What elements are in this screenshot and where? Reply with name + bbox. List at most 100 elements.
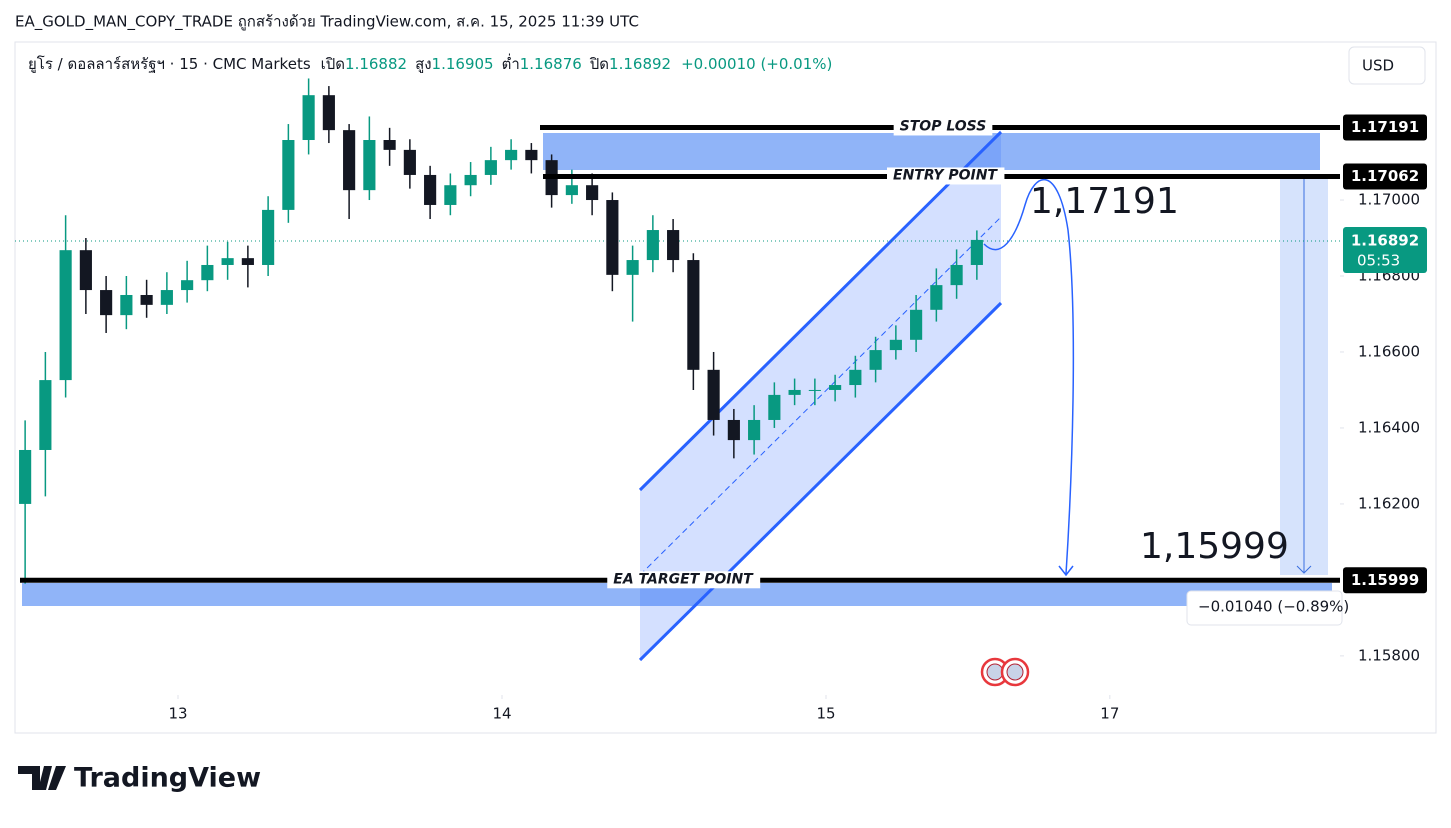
candle-body [262, 209, 275, 265]
ohlc-legend: ยูโร / ดอลลาร์สหรัฐฯ · 15 · CMC Markets เ… [28, 53, 832, 73]
candle-body [727, 419, 740, 441]
level-name-bg [607, 571, 761, 589]
currency-label[interactable]: USD [1362, 57, 1394, 75]
candle-body [910, 309, 923, 340]
candle-body [525, 149, 538, 161]
candle-body [788, 389, 801, 395]
close-label: ปิด [589, 55, 609, 73]
candle-body [424, 174, 437, 205]
candle-body [626, 260, 639, 275]
x-tick-label: 14 [492, 705, 511, 723]
change-value: +0.00010 (+0.01%) [681, 55, 832, 73]
candle-body [120, 294, 133, 316]
forecast-arrow [983, 179, 1075, 575]
low-value: 1.16876 [520, 55, 582, 73]
event-flag [1006, 663, 1024, 681]
stop-zone [543, 133, 1320, 170]
candle-body [829, 385, 842, 390]
level-tag [1343, 567, 1427, 594]
level-tag-label: 1.17191 [1351, 118, 1419, 136]
candle-body [363, 140, 376, 191]
forecast-arrowhead [1058, 565, 1074, 577]
countdown-label: 05:53 [1357, 252, 1400, 270]
candle-body [444, 185, 457, 205]
channel-fill [640, 130, 1001, 660]
candle-body [970, 239, 983, 265]
current-price-label: 1.16892 [1351, 232, 1419, 250]
symbol: ยูโร / ดอลลาร์สหรัฐฯ · 15 · CMC Markets [28, 55, 311, 73]
level-name: EA TARGET POINT [613, 571, 754, 587]
currency-button[interactable] [1348, 46, 1426, 85]
level-name-bg [887, 167, 1005, 185]
candle-body [403, 149, 416, 175]
candle-body [606, 200, 619, 275]
candle-body [707, 369, 720, 420]
candle-body [322, 95, 335, 131]
candle-body [849, 369, 862, 386]
level-name: ENTRY POINT [893, 167, 998, 183]
y-tick-label: 1.17000 [1358, 191, 1420, 209]
candle-body [950, 264, 963, 286]
candle-body [79, 250, 92, 291]
candle-body [586, 185, 599, 201]
candle-body [808, 389, 821, 391]
candle-body [140, 294, 153, 305]
candle-body [646, 230, 659, 261]
candle-body [748, 419, 761, 441]
measure-box [1186, 590, 1343, 626]
candle-body [505, 149, 518, 161]
candle-body [282, 140, 295, 210]
y-tick-label: 1.16400 [1358, 418, 1420, 436]
high-label: สูง [415, 55, 431, 73]
level-tag [1343, 114, 1427, 141]
measure-arrowhead [1296, 565, 1312, 574]
candle-body [687, 260, 700, 370]
candle-body [241, 258, 254, 265]
candle-body [768, 394, 781, 420]
candle-body [201, 264, 214, 281]
open-value: 1.16882 [345, 55, 407, 73]
target-zone [22, 583, 1332, 606]
close-value: 1.16892 [609, 55, 671, 73]
x-tick-label: 15 [816, 705, 835, 723]
channel-lower [638, 301, 1003, 662]
y-tick-label: 1.16200 [1358, 494, 1420, 512]
candle-body [221, 258, 234, 265]
candle-body [869, 350, 882, 370]
level-name: STOP LOSS [900, 118, 987, 134]
high-value: 1.16905 [432, 55, 494, 73]
candle-body [343, 130, 356, 191]
candle-body [302, 95, 315, 141]
low-label: ต่ำ [502, 53, 520, 73]
candle-body [889, 339, 902, 351]
current-price-tag [1343, 227, 1427, 274]
channel-mid [639, 216, 1002, 576]
open-label: เปิด [321, 55, 345, 73]
candle-body [565, 185, 578, 196]
annotation: 1,15999 [1140, 526, 1289, 567]
candle-body [667, 230, 680, 261]
level-name-bg [893, 118, 993, 136]
y-tick-label: 1.15800 [1358, 646, 1420, 664]
measure-label: −0.01040 (−0.89%) [1198, 598, 1349, 616]
annotation: 1,17191 [1030, 181, 1179, 222]
level-tag-label: 1.17062 [1351, 167, 1419, 185]
brand-logo [18, 766, 66, 790]
candle-body [484, 160, 497, 175]
channel-upper [638, 130, 1003, 492]
candle-body [39, 380, 52, 450]
candle-body [464, 174, 477, 186]
candle-body [930, 285, 943, 310]
candle-body [59, 250, 72, 381]
level-tag-label: 1.15999 [1351, 571, 1419, 589]
candle-body [19, 449, 32, 504]
x-tick-label: 13 [168, 705, 187, 723]
candle-body [181, 280, 194, 291]
y-tick-label: 1.16600 [1358, 342, 1420, 360]
brand-name: TradingView [74, 763, 261, 794]
x-tick-label: 17 [1100, 705, 1119, 723]
level-tag [1343, 163, 1427, 190]
event-flag [986, 663, 1004, 681]
header-title: EA_GOLD_MAN_COPY_TRADE ถูกสร้างด้วย Trad… [15, 13, 639, 32]
